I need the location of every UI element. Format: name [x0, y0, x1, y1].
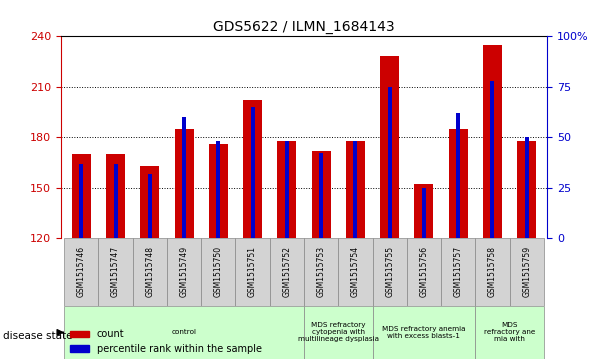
Text: GSM1515749: GSM1515749: [179, 246, 188, 297]
FancyBboxPatch shape: [270, 238, 304, 306]
Text: control: control: [171, 330, 196, 335]
Text: GSM1515753: GSM1515753: [317, 246, 326, 297]
Bar: [243, 100, 262, 238]
Text: GSM1515759: GSM1515759: [522, 246, 531, 297]
Text: MDS refractory anemia
with excess blasts-1: MDS refractory anemia with excess blasts…: [382, 326, 466, 339]
Text: GSM1515757: GSM1515757: [454, 246, 463, 297]
Bar: [456, 113, 460, 238]
FancyBboxPatch shape: [133, 238, 167, 306]
Text: GSM1515747: GSM1515747: [111, 246, 120, 297]
Bar: [106, 154, 125, 238]
Text: GSM1515750: GSM1515750: [214, 246, 223, 297]
FancyBboxPatch shape: [373, 306, 475, 359]
Bar: [490, 81, 494, 238]
FancyBboxPatch shape: [167, 238, 201, 306]
Bar: [380, 57, 399, 238]
Bar: [72, 154, 91, 238]
FancyBboxPatch shape: [304, 238, 338, 306]
FancyBboxPatch shape: [64, 238, 98, 306]
FancyBboxPatch shape: [98, 238, 133, 306]
FancyBboxPatch shape: [304, 306, 373, 359]
Legend: count, percentile rank within the sample: count, percentile rank within the sample: [66, 326, 266, 358]
FancyBboxPatch shape: [510, 238, 544, 306]
Bar: [174, 129, 193, 238]
Bar: [250, 107, 255, 238]
Bar: [140, 166, 159, 238]
Text: GSM1515754: GSM1515754: [351, 246, 360, 297]
Text: GSM1515755: GSM1515755: [385, 246, 394, 297]
Bar: [216, 141, 221, 238]
FancyBboxPatch shape: [407, 238, 441, 306]
Bar: [209, 144, 228, 238]
FancyBboxPatch shape: [201, 238, 235, 306]
FancyBboxPatch shape: [338, 238, 373, 306]
Bar: [525, 137, 529, 238]
Text: GSM1515758: GSM1515758: [488, 246, 497, 297]
Bar: [319, 154, 323, 238]
Bar: [79, 163, 83, 238]
Text: GSM1515748: GSM1515748: [145, 246, 154, 297]
Text: GSM1515756: GSM1515756: [420, 246, 429, 297]
Bar: [346, 140, 365, 238]
Bar: [277, 140, 296, 238]
Text: GSM1515746: GSM1515746: [77, 246, 86, 297]
FancyBboxPatch shape: [475, 306, 544, 359]
Bar: [517, 140, 536, 238]
Bar: [422, 188, 426, 238]
Text: GSM1515752: GSM1515752: [282, 246, 291, 297]
Text: GSM1515751: GSM1515751: [248, 246, 257, 297]
Text: MDS refractory
cytopenia with
multilineage dysplasia: MDS refractory cytopenia with multilinea…: [298, 322, 379, 342]
Bar: [449, 129, 468, 238]
Bar: [415, 184, 434, 238]
Bar: [483, 45, 502, 238]
Bar: [148, 174, 152, 238]
Title: GDS5622 / ILMN_1684143: GDS5622 / ILMN_1684143: [213, 20, 395, 34]
FancyBboxPatch shape: [441, 238, 475, 306]
Bar: [312, 151, 331, 238]
FancyBboxPatch shape: [64, 306, 304, 359]
FancyBboxPatch shape: [235, 238, 270, 306]
Bar: [114, 163, 118, 238]
Text: MDS
refractory ane
mia with: MDS refractory ane mia with: [484, 322, 535, 342]
Bar: [285, 141, 289, 238]
Text: disease state: disease state: [3, 331, 72, 341]
Bar: [387, 87, 392, 238]
Bar: [353, 141, 358, 238]
FancyBboxPatch shape: [373, 238, 407, 306]
Bar: [182, 117, 186, 238]
FancyBboxPatch shape: [475, 238, 510, 306]
